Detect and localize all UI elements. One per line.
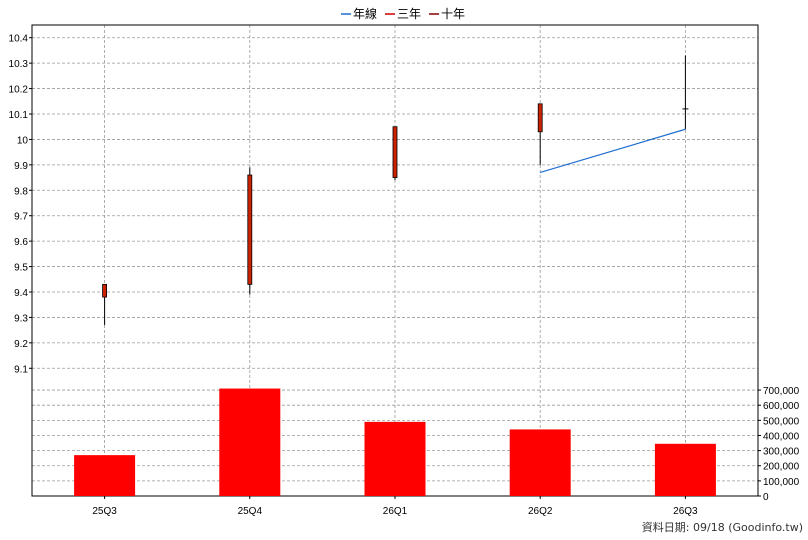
legend-annual-label: 年線 xyxy=(353,6,377,21)
series-line-annual xyxy=(540,128,686,174)
x-tick-label: 26Q1 xyxy=(383,506,408,517)
price-tick-label: 9.2 xyxy=(14,339,28,350)
price-tick-label: 9.3 xyxy=(14,313,28,324)
price-tick-label: 10 xyxy=(17,135,29,146)
volume-tick-label: 200,000 xyxy=(763,462,800,473)
volume-tick-label: 700,000 xyxy=(763,386,800,397)
x-axis-labels: 25Q3 25Q4 26Q1 26Q2 26Q3 xyxy=(92,506,698,517)
volume-tick-label: 400,000 xyxy=(763,431,800,442)
candle-body xyxy=(247,174,253,285)
volume-bar xyxy=(654,443,716,496)
volume-tick-label: 300,000 xyxy=(763,447,800,458)
price-tick-label: 10.1 xyxy=(9,110,29,121)
price-tick-label: 10.3 xyxy=(9,59,29,70)
volume-tick-label: 0 xyxy=(763,492,769,503)
volume-tick-label: 600,000 xyxy=(763,401,800,412)
price-tick-label: 9.4 xyxy=(14,288,28,299)
x-tick-label: 26Q3 xyxy=(673,506,698,517)
x-tick-label: 26Q2 xyxy=(528,506,553,517)
legend-ten-year-label: 十年 xyxy=(441,7,465,21)
candle-body xyxy=(102,283,107,298)
volume-bar xyxy=(74,455,136,496)
candle-body xyxy=(537,103,543,133)
volume-tick-label: 500,000 xyxy=(763,416,800,427)
candle-body xyxy=(392,126,398,178)
volume-bar xyxy=(219,388,281,496)
footer-data-date: 資料日期: 09/18 (Goodinfo.tw) xyxy=(642,520,803,534)
price-tick-label: 9.1 xyxy=(14,364,28,375)
legend-three-year-label: 三年 xyxy=(397,7,421,21)
price-tick-label: 9.6 xyxy=(14,237,28,248)
x-tick-label: 25Q3 xyxy=(92,506,117,517)
price-tick-label: 10.2 xyxy=(9,85,29,96)
price-tick-label: 10.4 xyxy=(9,34,29,45)
volume-bar xyxy=(364,421,426,496)
x-tick-label: 25Q4 xyxy=(238,506,263,517)
price-tick-label: 9.5 xyxy=(14,263,28,274)
volume-plot xyxy=(74,388,716,496)
price-tick-label: 9.9 xyxy=(14,161,28,172)
volume-bar xyxy=(509,429,571,496)
legend: 年線 三年 十年 xyxy=(341,6,465,21)
price-tick-label: 9.7 xyxy=(14,212,28,223)
volume-tick-label: 100,000 xyxy=(763,477,800,488)
price-plot xyxy=(102,55,689,326)
price-tick-label: 9.8 xyxy=(14,186,28,197)
